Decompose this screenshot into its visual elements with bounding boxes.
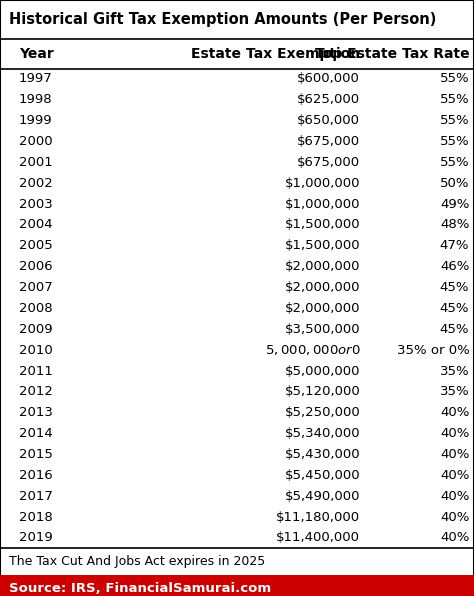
Text: 2008: 2008 [19, 302, 53, 315]
Text: 2018: 2018 [19, 511, 53, 523]
Text: $650,000: $650,000 [297, 114, 360, 127]
Text: 40%: 40% [440, 427, 469, 440]
Text: 1999: 1999 [19, 114, 53, 127]
Text: 45%: 45% [440, 323, 469, 336]
Text: 45%: 45% [440, 281, 469, 294]
Text: $1,000,000: $1,000,000 [285, 198, 360, 210]
Text: 2012: 2012 [19, 386, 53, 398]
Text: $5,490,000: $5,490,000 [285, 490, 360, 502]
Text: 1997: 1997 [19, 73, 53, 85]
Text: $5,120,000: $5,120,000 [284, 386, 360, 398]
Text: 2011: 2011 [19, 365, 53, 377]
Text: 2009: 2009 [19, 323, 53, 336]
Text: 55%: 55% [439, 114, 469, 127]
Text: 35% or 0%: 35% or 0% [397, 344, 469, 356]
Text: 35%: 35% [439, 365, 469, 377]
Text: 40%: 40% [440, 469, 469, 482]
Text: $5,450,000: $5,450,000 [284, 469, 360, 482]
Text: 55%: 55% [439, 94, 469, 106]
Text: Source: IRS, FinancialSamurai.com: Source: IRS, FinancialSamurai.com [9, 582, 272, 595]
Text: Top Estate Tax Rate: Top Estate Tax Rate [315, 46, 469, 61]
Text: $5,000,000 or $0: $5,000,000 or $0 [264, 343, 360, 357]
Text: 2013: 2013 [19, 406, 53, 419]
Text: 2015: 2015 [19, 448, 53, 461]
Text: 2002: 2002 [19, 177, 53, 190]
Text: $5,430,000: $5,430,000 [284, 448, 360, 461]
Text: 35%: 35% [439, 386, 469, 398]
Text: $1,000,000: $1,000,000 [285, 177, 360, 190]
Text: 45%: 45% [440, 302, 469, 315]
Text: $5,000,000: $5,000,000 [285, 365, 360, 377]
Text: 2004: 2004 [19, 219, 53, 231]
Text: $5,340,000: $5,340,000 [284, 427, 360, 440]
Text: $600,000: $600,000 [297, 73, 360, 85]
Text: Estate Tax Exemption: Estate Tax Exemption [191, 46, 360, 61]
Text: 55%: 55% [439, 135, 469, 148]
Text: 40%: 40% [440, 511, 469, 523]
Text: 2016: 2016 [19, 469, 53, 482]
Text: 46%: 46% [440, 260, 469, 273]
Bar [0, 575, 474, 596]
Text: $1,500,000: $1,500,000 [284, 219, 360, 231]
Text: 55%: 55% [439, 156, 469, 169]
Text: 49%: 49% [440, 198, 469, 210]
Text: $3,500,000: $3,500,000 [284, 323, 360, 336]
Text: 2001: 2001 [19, 156, 53, 169]
Text: $2,000,000: $2,000,000 [285, 302, 360, 315]
Text: 40%: 40% [440, 406, 469, 419]
Text: 2003: 2003 [19, 198, 53, 210]
Text: 2014: 2014 [19, 427, 53, 440]
Text: 2006: 2006 [19, 260, 53, 273]
Text: 2000: 2000 [19, 135, 53, 148]
Text: 55%: 55% [439, 73, 469, 85]
Text: Historical Gift Tax Exemption Amounts (Per Person): Historical Gift Tax Exemption Amounts (P… [9, 12, 437, 27]
Text: 40%: 40% [440, 490, 469, 502]
Text: $11,400,000: $11,400,000 [276, 532, 360, 544]
Text: $1,500,000: $1,500,000 [284, 240, 360, 252]
Text: $5,250,000: $5,250,000 [284, 406, 360, 419]
Text: 40%: 40% [440, 448, 469, 461]
Text: $675,000: $675,000 [297, 156, 360, 169]
Text: 2017: 2017 [19, 490, 53, 502]
Text: 50%: 50% [440, 177, 469, 190]
Text: 2005: 2005 [19, 240, 53, 252]
Text: 2010: 2010 [19, 344, 53, 356]
Text: $2,000,000: $2,000,000 [285, 260, 360, 273]
Text: $625,000: $625,000 [297, 94, 360, 106]
Text: 48%: 48% [440, 219, 469, 231]
Text: $11,180,000: $11,180,000 [276, 511, 360, 523]
Text: 2007: 2007 [19, 281, 53, 294]
Text: Year: Year [19, 46, 54, 61]
Text: $2,000,000: $2,000,000 [285, 281, 360, 294]
Text: 47%: 47% [440, 240, 469, 252]
Text: $675,000: $675,000 [297, 135, 360, 148]
Text: 2019: 2019 [19, 532, 53, 544]
Text: 40%: 40% [440, 532, 469, 544]
Text: 1998: 1998 [19, 94, 53, 106]
Text: The Tax Cut And Jobs Act expires in 2025: The Tax Cut And Jobs Act expires in 2025 [9, 555, 266, 568]
